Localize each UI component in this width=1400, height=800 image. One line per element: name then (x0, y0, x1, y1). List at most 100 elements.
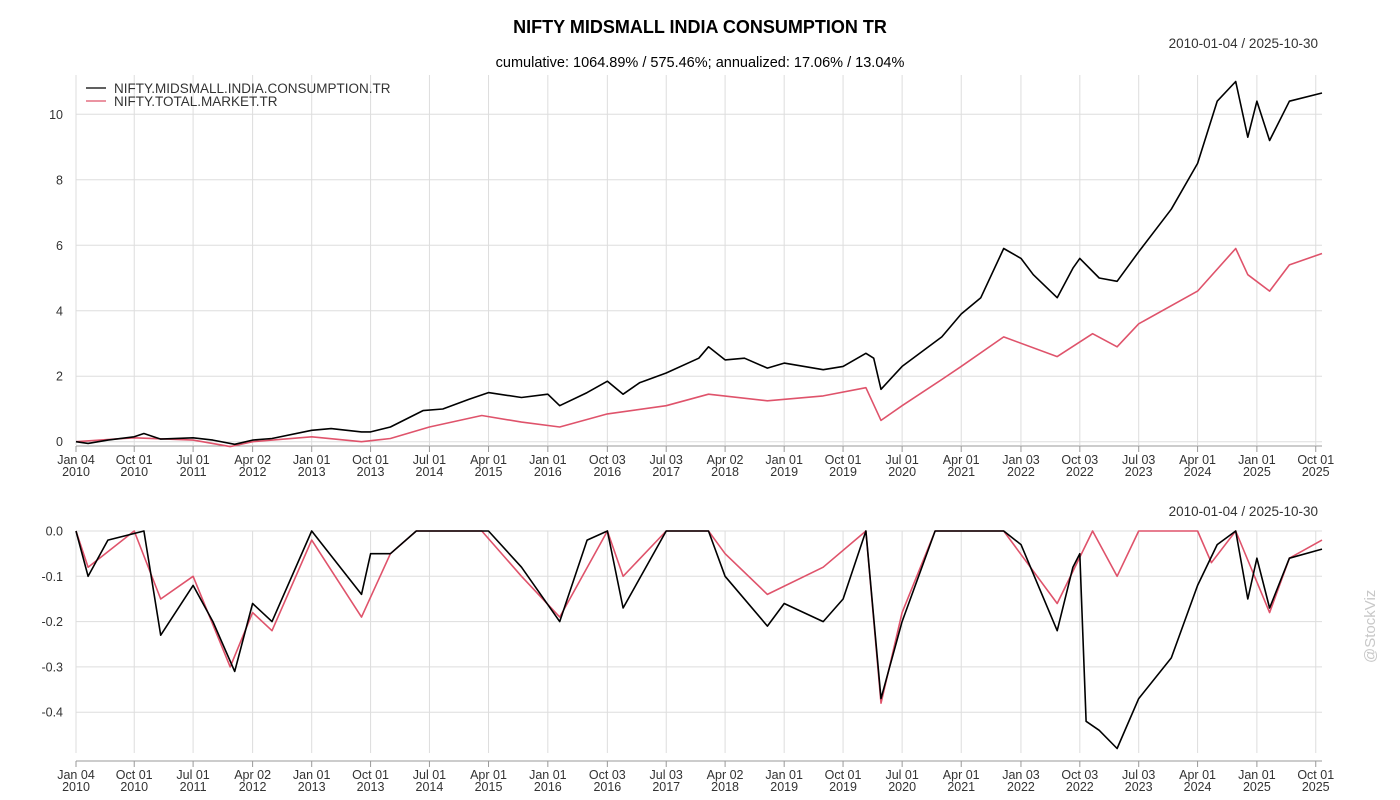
x-tick-label: Apr 01 (470, 768, 507, 782)
x-tick-label: Jul 01 (413, 768, 446, 782)
x-tick-year-label: 2019 (770, 780, 798, 794)
x-tick-year-label: 2014 (416, 465, 444, 479)
y-tick-label: 4 (56, 304, 63, 318)
series-line-2 (75, 530, 1323, 705)
x-tick-label: Jul 01 (885, 453, 918, 467)
x-tick-year-label: 2012 (239, 465, 267, 479)
legend-label: NIFTY.TOTAL.MARKET.TR (114, 94, 278, 109)
x-tick-label: Apr 01 (470, 453, 507, 467)
x-tick-label: Jan 01 (529, 768, 567, 782)
y-tick-label: -0.4 (41, 706, 63, 720)
x-tick-year-label: 2011 (180, 780, 207, 794)
x-tick-label: Oct 03 (1061, 453, 1098, 467)
x-tick-year-label: 2020 (888, 780, 916, 794)
x-tick-year-label: 2012 (239, 780, 267, 794)
x-tick-label: Jan 01 (1238, 453, 1276, 467)
x-tick-label: Jan 03 (1002, 453, 1040, 467)
x-tick-label: Jan 03 (1002, 768, 1040, 782)
x-tick-label: Apr 01 (943, 453, 980, 467)
x-tick-year-label: 2014 (416, 780, 444, 794)
x-tick-year-label: 2016 (534, 465, 562, 479)
x-tick-year-label: 2010 (120, 780, 148, 794)
x-tick-label: Apr 01 (1179, 453, 1216, 467)
x-tick-year-label: 2025 (1302, 780, 1330, 794)
x-tick-label: Jan 01 (529, 453, 567, 467)
x-tick-label: Apr 02 (707, 768, 744, 782)
x-tick-label: Oct 01 (825, 453, 862, 467)
x-tick-label: Jan 01 (765, 453, 803, 467)
x-tick-label: Jul 03 (1122, 453, 1155, 467)
x-tick-label: Oct 03 (589, 453, 626, 467)
x-tick-label: Jul 03 (650, 453, 683, 467)
y-tick-label: 0 (56, 435, 63, 449)
x-tick-year-label: 2025 (1243, 780, 1271, 794)
x-tick-year-label: 2022 (1066, 465, 1094, 479)
y-tick-label: 0.0 (46, 525, 63, 539)
x-tick-label: Jan 04 (57, 768, 95, 782)
watermark: @StockViz (1362, 585, 1382, 665)
x-tick-year-label: 2013 (357, 780, 385, 794)
series-line-1 (75, 530, 1323, 750)
x-tick-label: Oct 01 (825, 768, 862, 782)
x-tick-year-label: 2013 (298, 465, 326, 479)
x-tick-year-label: 2019 (770, 465, 798, 479)
x-tick-year-label: 2018 (711, 780, 739, 794)
x-tick-label: Oct 01 (116, 453, 153, 467)
x-tick-label: Jan 01 (1238, 768, 1276, 782)
x-tick-label: Oct 03 (1061, 768, 1098, 782)
legend-label: NIFTY.MIDSMALL.INDIA.CONSUMPTION.TR (114, 81, 391, 96)
date-range-bottom: 2010-01-04 / 2025-10-30 (1168, 504, 1318, 519)
date-range-top: 2010-01-04 / 2025-10-30 (1168, 36, 1318, 51)
x-tick-label: Oct 01 (352, 768, 389, 782)
x-tick-year-label: 2023 (1125, 780, 1153, 794)
x-tick-year-label: 2015 (475, 465, 503, 479)
x-tick-label: Apr 02 (234, 453, 271, 467)
x-tick-year-label: 2018 (711, 465, 739, 479)
x-tick-year-label: 2020 (888, 465, 916, 479)
x-tick-year-label: 2024 (1184, 780, 1212, 794)
x-tick-label: Jan 01 (293, 768, 331, 782)
x-tick-label: Oct 01 (116, 768, 153, 782)
y-tick-label: -0.1 (41, 570, 63, 584)
y-tick-label: 6 (56, 239, 63, 253)
x-tick-label: Jul 01 (885, 768, 918, 782)
x-tick-label: Jul 03 (1122, 768, 1155, 782)
x-tick-year-label: 2010 (62, 465, 90, 479)
y-tick-label: -0.2 (41, 615, 63, 629)
x-tick-label: Oct 01 (352, 453, 389, 467)
x-tick-label: Apr 01 (943, 768, 980, 782)
x-tick-year-label: 2013 (357, 465, 385, 479)
x-tick-year-label: 2016 (593, 465, 621, 479)
x-tick-year-label: 2011 (180, 465, 207, 479)
x-tick-year-label: 2017 (652, 780, 680, 794)
x-tick-year-label: 2025 (1302, 465, 1330, 479)
x-tick-label: Apr 02 (234, 768, 271, 782)
x-tick-year-label: 2022 (1066, 780, 1094, 794)
x-tick-year-label: 2023 (1125, 465, 1153, 479)
watermark-text: @StockViz (1362, 589, 1379, 663)
x-tick-label: Oct 01 (1297, 453, 1334, 467)
x-tick-year-label: 2013 (298, 780, 326, 794)
y-tick-label: 8 (56, 173, 63, 187)
x-tick-year-label: 2019 (829, 780, 857, 794)
x-tick-year-label: 2021 (947, 465, 975, 479)
x-tick-label: Jul 01 (176, 453, 209, 467)
x-tick-year-label: 2010 (62, 780, 90, 794)
x-tick-label: Apr 01 (1179, 768, 1216, 782)
x-tick-label: Apr 02 (707, 453, 744, 467)
x-tick-year-label: 2016 (534, 780, 562, 794)
x-tick-year-label: 2016 (593, 780, 621, 794)
x-tick-label: Jan 04 (57, 453, 95, 467)
x-tick-year-label: 2010 (120, 465, 148, 479)
x-tick-label: Oct 01 (1297, 768, 1334, 782)
x-tick-year-label: 2024 (1184, 465, 1212, 479)
x-tick-year-label: 2025 (1243, 465, 1271, 479)
x-tick-label: Jan 01 (765, 768, 803, 782)
x-tick-year-label: 2015 (475, 780, 503, 794)
x-tick-year-label: 2022 (1007, 465, 1035, 479)
x-tick-label: Jul 01 (413, 453, 446, 467)
y-tick-label: 2 (56, 370, 63, 384)
